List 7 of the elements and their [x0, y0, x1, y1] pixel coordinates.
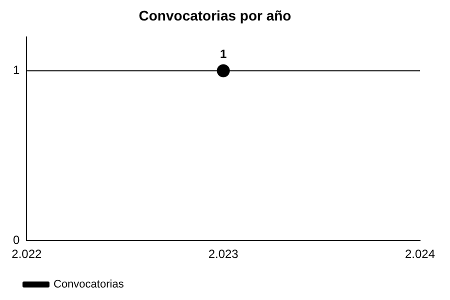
y-tick-label: 0 — [12, 232, 20, 247]
x-tick-label: 2.024 — [404, 247, 436, 262]
data-label: 1 — [220, 47, 227, 62]
chart-title: Convocatorias por año — [138, 7, 292, 24]
legend-label: Convocatorias — [54, 278, 124, 291]
x-tick-label: 2.023 — [208, 247, 239, 262]
x-tick-label: 2.022 — [12, 247, 42, 262]
